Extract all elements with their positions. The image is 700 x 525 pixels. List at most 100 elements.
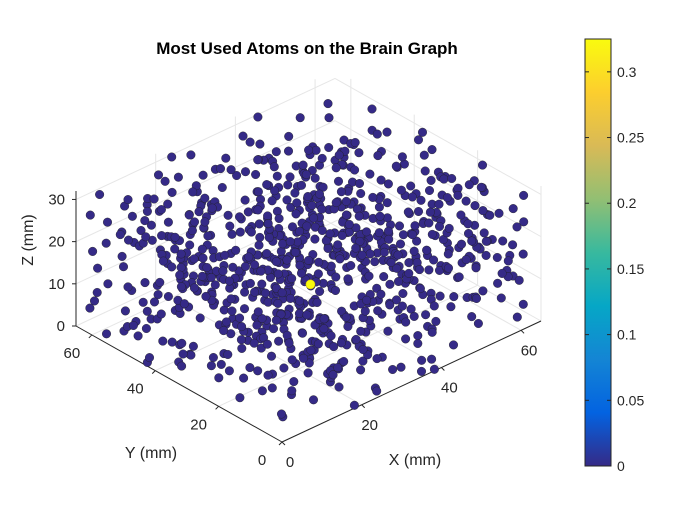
y-tick-mark [151, 370, 156, 374]
scatter-point [358, 345, 368, 355]
scatter-point [262, 339, 272, 349]
scatter-point [203, 231, 213, 241]
scatter-point [304, 255, 314, 265]
scatter-point [362, 295, 372, 305]
scatter-point [141, 232, 151, 242]
scatter-point [273, 298, 283, 308]
scatter-point [372, 129, 382, 139]
scatter-point [288, 222, 298, 232]
scatter-point [277, 288, 287, 298]
x-axis-label: X (mm) [389, 452, 441, 469]
colorbar-tick-label: 0.1 [617, 327, 637, 343]
scatter-point [210, 280, 220, 290]
scatter-point [384, 234, 394, 244]
scatter-point [496, 293, 506, 303]
scatter-point [343, 322, 353, 332]
scatter-point [307, 200, 317, 210]
scatter-point [344, 219, 354, 229]
scatter-point [333, 363, 343, 373]
axes-box [72, 191, 542, 446]
y-tick-label: 40 [127, 381, 144, 398]
scatter-point [250, 287, 260, 297]
scatter-point [101, 238, 111, 248]
scatter-point [470, 201, 480, 211]
scatter-point [133, 331, 143, 341]
scatter-point [367, 104, 377, 114]
scatter-point [257, 386, 267, 396]
scatter-point [194, 207, 204, 217]
scatter-point [406, 304, 416, 314]
scatter-point [262, 248, 272, 258]
scatter-point [220, 250, 230, 260]
scatter-point [177, 361, 187, 371]
scatter-point [351, 243, 361, 253]
scatter-point [292, 198, 302, 208]
scatter-point [383, 326, 393, 336]
scatter-point [267, 351, 277, 361]
scatter-point [334, 150, 344, 160]
scatter-point [303, 368, 313, 378]
scatter-point [434, 199, 444, 209]
scatter-point [234, 212, 244, 222]
scatter-point [413, 339, 423, 349]
scatter-point [294, 309, 304, 319]
scatter-point [89, 296, 99, 306]
scatter-point [343, 274, 353, 284]
scatter-point [362, 227, 372, 237]
scatter-point [136, 225, 146, 235]
scatter-point [297, 268, 307, 278]
scatter-point [492, 252, 502, 262]
scatter-point [153, 290, 163, 300]
scatter-point [374, 202, 384, 212]
scatter-point [317, 153, 327, 163]
scatter-point [207, 203, 217, 213]
scatter-point [226, 165, 236, 175]
scatter-point [225, 221, 235, 231]
scatter-point [223, 350, 233, 360]
scatter-points [85, 99, 529, 422]
scatter-point [301, 169, 311, 179]
scatter-point [331, 272, 341, 282]
scatter-point [142, 306, 152, 316]
scatter-point [250, 260, 260, 270]
scatter-point [337, 306, 347, 316]
scatter-point [263, 211, 273, 221]
scatter-point [295, 260, 305, 270]
scatter-point [85, 210, 95, 220]
scatter-point [253, 366, 263, 376]
scatter-point [295, 113, 305, 123]
scatter-point [144, 353, 154, 363]
scatter-point [508, 240, 518, 250]
scatter-point [447, 173, 457, 183]
scatter-point [271, 147, 281, 157]
scatter-point [140, 278, 150, 288]
scatter-point [257, 279, 267, 289]
scatter-point [449, 292, 459, 302]
scatter-point [485, 210, 495, 220]
scatter-point [269, 324, 279, 334]
scatter-point [392, 263, 402, 273]
grid-line [75, 120, 336, 243]
x-tick-mark [361, 404, 366, 409]
scatter-point [117, 251, 127, 261]
scatter-point [127, 211, 137, 221]
tick-labels: 0 20 40 60 0 20 40 60 0 10 20 30 [48, 191, 537, 471]
scatter-point [273, 269, 283, 279]
scatter-point [382, 127, 392, 137]
scatter-point [237, 322, 247, 332]
scatter-point [341, 196, 351, 206]
scatter-point [314, 257, 324, 267]
scatter-point [167, 262, 177, 272]
scatter-point [284, 131, 294, 141]
scatter-point [189, 217, 199, 227]
scatter-point [429, 301, 439, 311]
scatter-point [325, 229, 335, 239]
colorbar-tick-label: 0.25 [617, 130, 644, 146]
scatter-point [262, 180, 272, 190]
scatter-point [115, 230, 125, 240]
scatter-point [255, 139, 265, 149]
x-tick-label: 60 [521, 342, 538, 359]
scatter-point [184, 210, 194, 220]
scatter-point [424, 265, 434, 275]
scatter-point [335, 254, 345, 264]
